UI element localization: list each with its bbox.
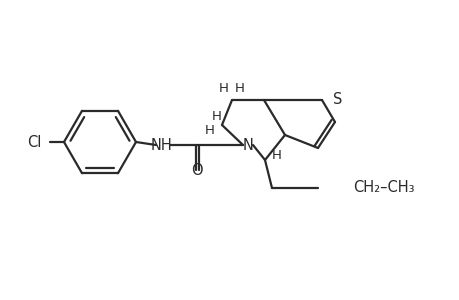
Text: S: S (332, 92, 341, 106)
Text: Cl: Cl (28, 134, 42, 149)
Text: NH: NH (151, 137, 173, 152)
Text: CH₂–CH₃: CH₂–CH₃ (352, 179, 414, 194)
Text: H: H (205, 124, 214, 136)
Text: H: H (235, 82, 244, 94)
Text: H: H (271, 148, 281, 161)
Text: H: H (218, 82, 229, 94)
Text: H: H (212, 110, 221, 122)
Text: N: N (242, 137, 253, 152)
Text: O: O (191, 163, 202, 178)
